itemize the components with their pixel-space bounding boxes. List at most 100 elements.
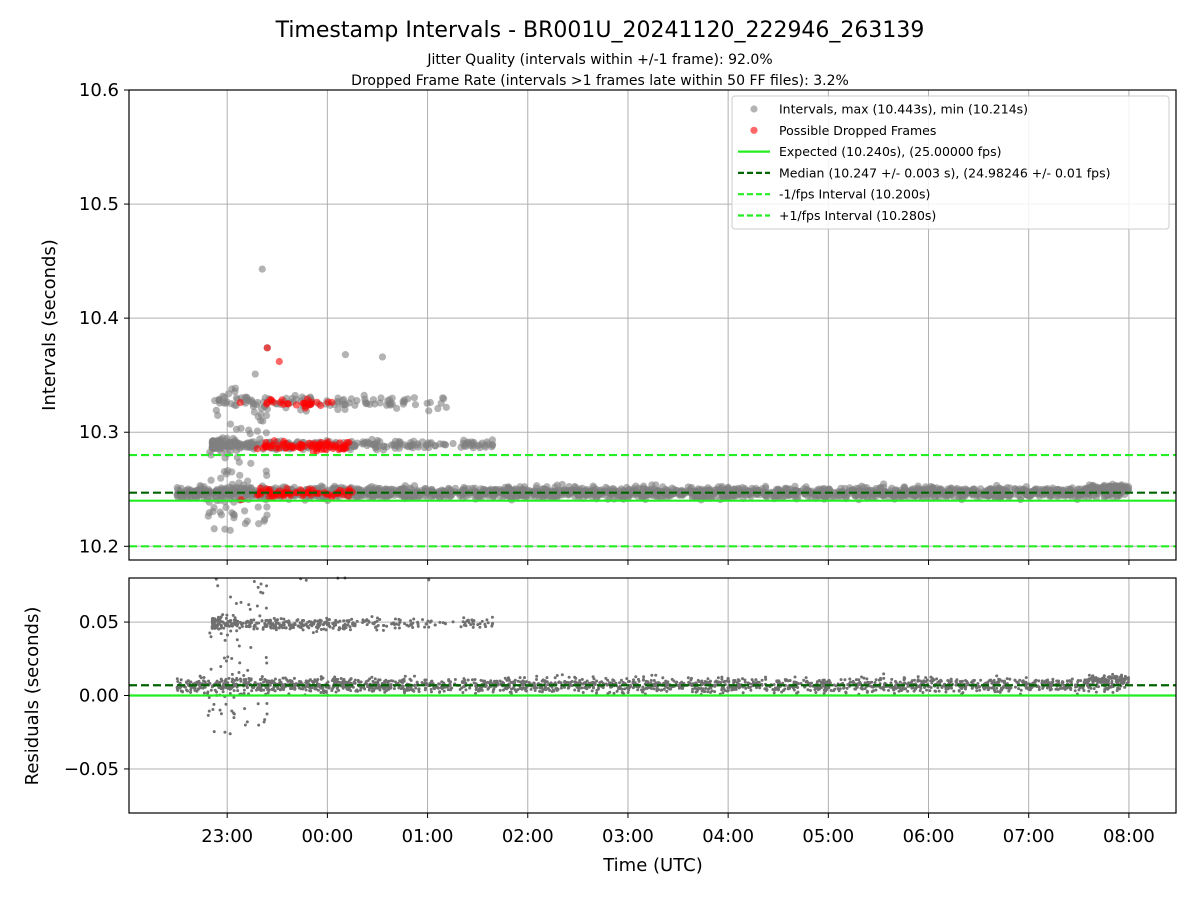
residual-point: [1017, 687, 1021, 691]
residual-point: [612, 691, 616, 695]
residual-point: [1101, 680, 1105, 684]
residual-point: [802, 678, 806, 682]
residual-point: [970, 686, 974, 690]
residual-point: [397, 686, 401, 690]
residual-point: [910, 679, 914, 683]
residual-point: [521, 683, 525, 687]
interval-point: [782, 484, 791, 493]
residual-point: [519, 680, 523, 684]
interval-point: [262, 467, 270, 475]
residual-point: [1083, 681, 1087, 685]
residual-point: [239, 679, 243, 683]
residual-point: [250, 689, 254, 693]
interval-point: [226, 420, 235, 428]
residual-point: [921, 691, 925, 695]
residual-point: [383, 690, 387, 694]
residual-point: [339, 676, 343, 680]
residual-point: [732, 687, 736, 691]
top-y-tick-label: 10.6: [79, 80, 119, 101]
residual-point: [1054, 687, 1058, 691]
residual-point: [321, 686, 325, 690]
residual-point: [665, 682, 669, 686]
legend: Intervals, max (10.443s), min (10.214s)P…: [731, 95, 1170, 230]
residual-point: [680, 680, 684, 684]
residual-point: [1040, 679, 1044, 683]
residual-point: [230, 672, 234, 676]
dropped-frame-point: [259, 444, 267, 452]
residual-point: [226, 620, 230, 624]
residual-point: [587, 681, 591, 685]
residual-point: [819, 680, 823, 684]
residual-point: [479, 678, 483, 682]
residual-point: [423, 688, 427, 692]
residual-point: [280, 626, 284, 630]
residual-point: [764, 677, 768, 681]
residual-point: [946, 679, 950, 683]
residual-point: [689, 678, 693, 682]
residual-point: [486, 687, 490, 691]
interval-point: [243, 517, 251, 525]
residual-point: [619, 687, 623, 691]
residual-point: [696, 678, 700, 682]
residual-point: [708, 686, 712, 690]
residual-point: [375, 628, 379, 632]
interval-point: [237, 424, 245, 432]
residual-point: [737, 686, 741, 690]
residual-point: [535, 674, 539, 678]
residual-point: [371, 621, 375, 625]
residual-point: [604, 676, 608, 680]
residual-point: [242, 678, 246, 682]
residual-point: [409, 619, 413, 623]
interval-point: [955, 493, 963, 501]
residual-point: [772, 688, 776, 692]
residual-point: [513, 678, 517, 682]
residual-point: [442, 689, 446, 693]
residual-point: [763, 687, 767, 691]
residual-point: [288, 627, 292, 631]
interval-point: [479, 485, 487, 493]
residual-point: [441, 621, 445, 625]
residual-point: [1024, 676, 1028, 680]
residual-point: [296, 618, 300, 622]
residual-point: [529, 687, 533, 691]
residual-point: [469, 623, 473, 627]
residual-point: [979, 678, 983, 682]
residual-point: [224, 616, 228, 620]
residual-point: [906, 689, 910, 693]
residual-point: [505, 678, 509, 682]
residual-point: [1026, 687, 1030, 691]
residual-point: [678, 682, 682, 686]
residual-point: [898, 680, 902, 684]
interval-point: [442, 403, 450, 411]
residual-point: [965, 680, 969, 684]
residual-point: [694, 690, 698, 694]
interval-point: [404, 395, 412, 403]
residual-point: [617, 687, 621, 691]
residual-point: [803, 685, 807, 689]
residual-point: [845, 686, 849, 690]
interval-point: [973, 493, 981, 501]
dropped-frame-point: [236, 398, 244, 407]
top-y-tick-label: 10.5: [79, 194, 119, 215]
interval-point: [340, 401, 348, 409]
residual-point: [573, 688, 577, 692]
residual-point: [821, 683, 825, 687]
residual-point: [1090, 674, 1094, 678]
residual-point: [516, 679, 520, 683]
residual-point: [726, 676, 730, 680]
residual-point: [741, 691, 745, 695]
residual-point: [649, 679, 653, 683]
residual-point: [227, 676, 231, 680]
residual-point: [319, 691, 323, 695]
residual-point: [509, 687, 513, 691]
residual-point: [1037, 679, 1041, 683]
residual-point: [1115, 674, 1119, 678]
residual-point: [215, 690, 219, 694]
residual-point: [324, 690, 328, 694]
residual-point: [226, 681, 230, 685]
residual-point: [959, 686, 963, 690]
legend-dropped-label: Possible Dropped Frames: [779, 123, 936, 138]
residual-point: [686, 676, 690, 680]
residual-point: [890, 677, 894, 681]
residual-point: [592, 677, 596, 681]
